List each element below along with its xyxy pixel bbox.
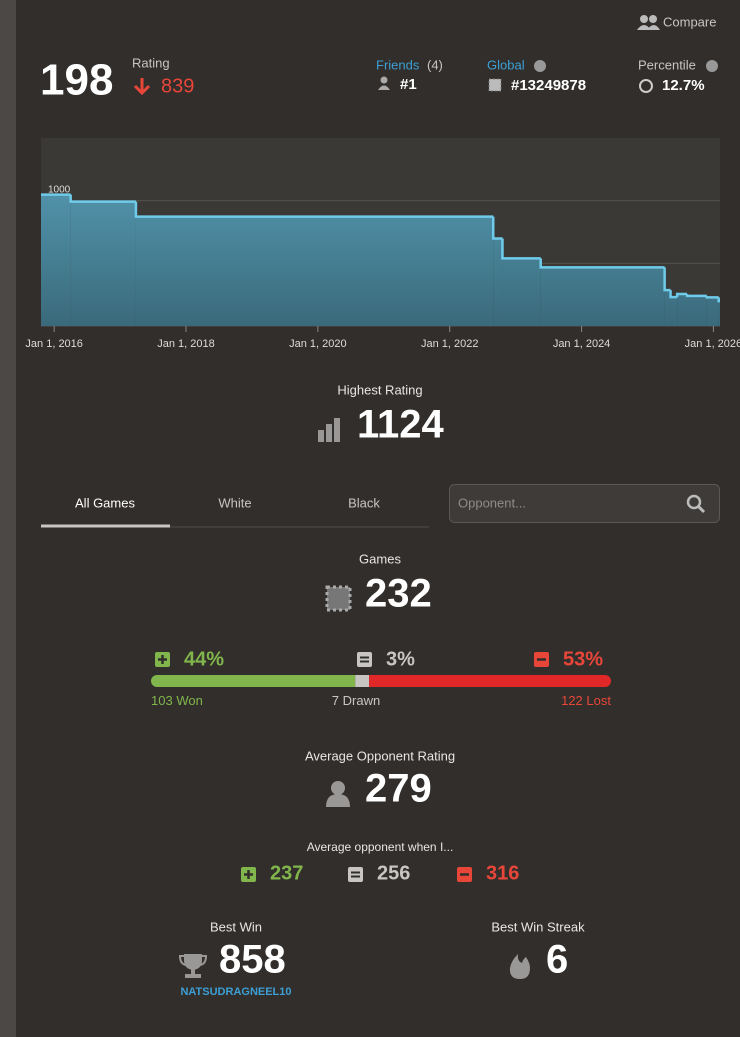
result-segment (369, 675, 611, 687)
line-step (539, 258, 665, 269)
highest-label: Highest Rating (337, 382, 422, 397)
opponent-label: Average Opponent Rating (305, 748, 455, 763)
won-number: 103 (151, 693, 173, 708)
tab[interactable]: White (218, 495, 251, 510)
lost-label: Lost (586, 693, 611, 708)
opponent-when-label: Average opponent when I... (307, 840, 454, 854)
x-tick-label: Jan 1, 2018 (157, 338, 215, 350)
area-segment (540, 267, 665, 326)
won-percent: 44% (184, 648, 224, 670)
x-tick-label: Jan 1, 2024 (553, 338, 611, 350)
drawn-count: 7 Drawn (332, 693, 380, 708)
percentile-icon (639, 79, 653, 93)
line-step (675, 292, 688, 298)
drawn-number: 7 (332, 693, 339, 708)
games-value: 232 (365, 572, 432, 616)
flame-icon (509, 954, 530, 979)
lost-number: 122 (561, 693, 583, 708)
tab[interactable]: All Games (75, 495, 135, 510)
area-segment (670, 297, 678, 326)
result-segment (151, 675, 356, 687)
user-icon (326, 781, 350, 807)
line-step (685, 294, 707, 298)
tab[interactable]: Black (348, 495, 380, 510)
line-step (134, 201, 494, 218)
x-tick-label: Jan 1, 2020 (289, 338, 347, 350)
best-win-label: Best Win (210, 919, 262, 934)
rating: 198 (40, 56, 113, 105)
drawn-percent: 3% (386, 648, 415, 670)
when-win: 237 (270, 862, 303, 884)
help-icon[interactable] (706, 60, 718, 72)
won-count: 103 Won (151, 693, 203, 708)
percentile-label: Percentile (638, 57, 696, 72)
board-icon (488, 78, 502, 92)
opponent-search[interactable]: Opponent... (449, 484, 720, 523)
down-arrow (133, 78, 151, 96)
area-segment (135, 216, 494, 326)
best-streak-value: 6 (546, 938, 568, 982)
bars-icon (318, 418, 340, 442)
x-tick-label: Jan 1, 2026 (685, 338, 740, 350)
lost-count: 122 Lost (561, 693, 611, 708)
area-segment (41, 194, 71, 326)
result-segment (355, 675, 370, 687)
percentile: 12.7% (662, 77, 705, 94)
trophy-icon (178, 954, 208, 978)
best-win-value: 858 (219, 938, 286, 982)
line-step (663, 267, 671, 292)
opponent-value: 279 (365, 767, 432, 811)
help-icon[interactable] (534, 60, 546, 72)
line-step (717, 297, 720, 303)
games-label: Games (359, 551, 401, 566)
friends-label[interactable]: Friends (376, 57, 420, 72)
side-strip (0, 0, 16, 1037)
friends-rank: #1 (400, 76, 417, 93)
draw-icon (357, 652, 372, 667)
board-icon (325, 585, 352, 612)
best-streak-label: Best Win Streak (491, 919, 585, 934)
line-step (69, 194, 136, 203)
area-segment (706, 297, 719, 326)
drawn-label: Drawn (343, 693, 381, 708)
area-segment (718, 301, 720, 326)
highest-value: 1124 (357, 403, 445, 447)
area-segment (493, 238, 503, 326)
line-step (491, 216, 503, 240)
area-segment (502, 258, 541, 326)
area-segment (677, 294, 688, 326)
line-step (705, 295, 719, 299)
when-draw: 256 (377, 862, 410, 884)
lost-percent: 53% (563, 648, 603, 670)
rating-label: Rating (132, 55, 170, 70)
when-loss: 316 (486, 862, 519, 884)
friends-count: (4) (427, 57, 443, 72)
draw-icon (348, 867, 363, 882)
area-segment (70, 201, 136, 326)
global-rank: #13249878 (511, 77, 586, 94)
search-placeholder[interactable]: Opponent... (458, 495, 526, 510)
best-win-opponent[interactable]: NATSUDRAGNEEL10 (180, 986, 291, 998)
line-step (501, 238, 541, 260)
line-step (669, 290, 678, 299)
global-label: Global (487, 57, 525, 72)
compare-button[interactable]: Compare (637, 14, 716, 30)
won-label: Won (176, 693, 203, 708)
y-tick-label: 1000 (48, 184, 71, 195)
x-tick-label: Jan 1, 2016 (25, 338, 83, 350)
compare-label[interactable]: Compare (663, 14, 716, 29)
area-segment (687, 295, 707, 326)
user-icon (378, 76, 390, 90)
x-tick-label: Jan 1, 2022 (421, 338, 479, 350)
result-bar (151, 675, 611, 687)
area-segment (664, 290, 671, 326)
rating-change: 839 (161, 75, 194, 97)
